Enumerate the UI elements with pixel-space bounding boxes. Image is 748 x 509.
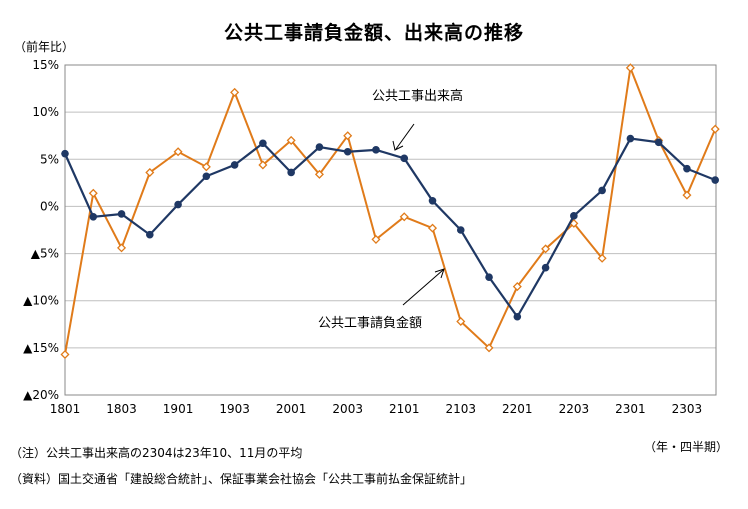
data-point [682, 190, 692, 200]
footnote-note: （注）公共工事出来高の2304は23年10、11月の平均 [10, 446, 303, 460]
data-point [626, 134, 635, 143]
data-point [61, 149, 69, 158]
annotation-arrow [395, 123, 415, 150]
data-point [683, 164, 691, 173]
data-point [570, 212, 578, 220]
x-axis-ticks: 1801 1803 1901 1903 2001 2003 2101 2103 2201 2203… [50, 402, 702, 416]
series-ukeoi [60, 63, 720, 359]
data-point [343, 147, 352, 156]
y-tick-label: 5% [40, 152, 59, 166]
data-point [173, 147, 183, 157]
annotation-arrowhead [392, 140, 404, 151]
data-point [145, 167, 155, 178]
series-dekidaka [61, 134, 720, 321]
annotation-arrowhead [434, 268, 445, 279]
data-point [598, 186, 606, 195]
y-tick-label: 15% [32, 58, 59, 72]
data-point [287, 168, 295, 177]
data-point [88, 188, 98, 198]
data-point [654, 138, 663, 147]
y-tick-label: ▲20% [23, 388, 59, 402]
data-point [597, 253, 607, 263]
y-tick-label: ▲5% [31, 247, 59, 261]
gridlines [65, 64, 716, 396]
data-point [456, 226, 465, 234]
x-tick-label: 1901 [163, 402, 194, 416]
data-point [541, 244, 551, 254]
series-line [63, 137, 716, 319]
data-point [400, 154, 409, 163]
data-point [202, 172, 211, 181]
series-label-dekidaka: 公共工事出来高 [372, 88, 463, 104]
data-point [372, 146, 380, 154]
x-tick-label: 2003 [332, 402, 363, 416]
x-tick-label: 1803 [106, 402, 137, 416]
footnote-source: （資料）国土交通省「建設総合統計」、保証事業会社協会「公共工事前払金保証統計」 [10, 472, 473, 486]
data-point [315, 143, 324, 151]
data-point [399, 212, 409, 222]
data-point [258, 160, 268, 170]
data-point [541, 263, 550, 272]
plot-area-frame [64, 64, 717, 396]
y-tick-label: ▲15% [23, 341, 59, 355]
series-line [64, 63, 717, 355]
series-label-ukeoi: 公共工事請負金額 [318, 315, 422, 331]
annotation-arrow [402, 269, 444, 306]
data-point [625, 63, 635, 73]
x-tick-label: 1903 [219, 402, 250, 416]
data-point [286, 135, 296, 145]
data-point [201, 162, 211, 172]
data-point [513, 312, 522, 321]
data-point [174, 200, 182, 209]
data-point [117, 210, 126, 218]
data-point [711, 176, 720, 184]
data-point [230, 161, 239, 169]
data-point [117, 243, 127, 253]
y-tick-label: 10% [32, 105, 59, 119]
x-axis-frequency-label: （年・四半期） [643, 440, 728, 454]
data-point [230, 87, 240, 97]
x-tick-label: 2201 [502, 402, 533, 416]
series-lines [60, 63, 720, 359]
data-point [314, 169, 324, 179]
data-point [485, 273, 493, 281]
x-tick-label: 2303 [672, 402, 703, 416]
data-point [371, 234, 381, 244]
x-tick-label: 2103 [446, 402, 477, 416]
data-point [146, 230, 154, 239]
y-tick-label: ▲10% [23, 294, 59, 308]
data-point [710, 124, 720, 134]
x-tick-label: 2101 [389, 402, 420, 416]
y-axis-ticks: 15% 10% 5% 0% ▲5% ▲10% ▲15% ▲20% [23, 58, 59, 402]
data-point [343, 131, 353, 141]
chart-title: 公共工事請負金額、出来高の推移 [223, 22, 524, 44]
data-point [89, 213, 98, 221]
data-point [456, 316, 466, 326]
data-point [428, 196, 437, 205]
y-axis-unit-label: （前年比） [14, 40, 75, 54]
data-point [427, 223, 438, 233]
data-point [512, 282, 522, 292]
data-point [484, 343, 494, 353]
y-tick-label: 0% [40, 199, 59, 213]
x-tick-label: 2301 [615, 402, 646, 416]
x-tick-label: 1801 [50, 402, 81, 416]
data-point [259, 139, 267, 148]
x-tick-label: 2001 [276, 402, 307, 416]
data-point [60, 349, 70, 359]
x-tick-label: 2203 [559, 402, 590, 416]
